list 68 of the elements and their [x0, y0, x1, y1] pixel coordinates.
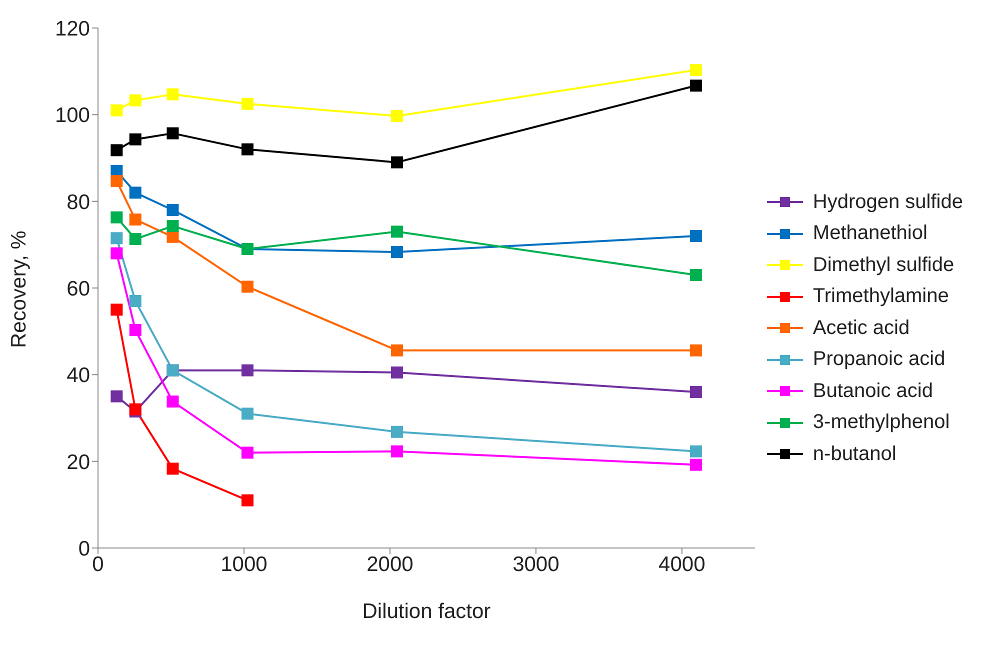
- point: [390, 110, 403, 122]
- point: [129, 186, 142, 199]
- point: [110, 174, 123, 187]
- legend-label: 3-methylphenol: [812, 411, 950, 434]
- x-axis-title: Dilution factor: [362, 600, 491, 623]
- point: [166, 204, 179, 216]
- point: [390, 156, 403, 168]
- point: [110, 211, 123, 224]
- point: [129, 94, 142, 106]
- point: [129, 233, 142, 246]
- y-tick-label: 100: [54, 104, 90, 128]
- point: [166, 220, 179, 232]
- x-tick-label: 3000: [512, 552, 560, 576]
- legend-label: Trimethylamine: [812, 285, 949, 308]
- legend-label: Acetic acid: [812, 316, 910, 340]
- point: [390, 246, 403, 258]
- point: [110, 232, 123, 244]
- point: [166, 127, 179, 140]
- point: [390, 445, 403, 458]
- point: [390, 344, 403, 356]
- point: [690, 386, 702, 398]
- y-axis-title: Recovery, %: [7, 230, 30, 348]
- point: [390, 366, 403, 378]
- point: [241, 143, 254, 156]
- point: [129, 403, 142, 416]
- y-tick-label: 20: [66, 450, 90, 474]
- point: [110, 304, 123, 316]
- point: [241, 446, 254, 459]
- point: [690, 445, 702, 458]
- legend-label: Methanethiol: [812, 222, 928, 245]
- point: [110, 144, 123, 156]
- point: [690, 64, 702, 76]
- point: [110, 104, 123, 116]
- point: [690, 344, 702, 356]
- point: [166, 230, 179, 243]
- point: [690, 230, 702, 242]
- x-tick-label: 4000: [658, 552, 706, 576]
- point: [166, 396, 179, 408]
- point: [690, 458, 702, 471]
- y-tick-label: 120: [54, 17, 90, 40]
- y-tick-label: 80: [66, 190, 90, 214]
- legend-label: Dimethyl sulfide: [812, 254, 954, 276]
- point: [241, 280, 254, 293]
- y-tick-label: 60: [66, 277, 90, 300]
- legend-label: n-butanol: [812, 442, 896, 466]
- legend-label: Hydrogen sulfide: [812, 190, 963, 214]
- point: [129, 133, 142, 146]
- point: [241, 364, 254, 376]
- point: [166, 462, 179, 475]
- point: [166, 88, 179, 100]
- y-tick-label: 40: [66, 364, 90, 388]
- point: [390, 426, 403, 438]
- x-tick-label: 1000: [220, 552, 268, 576]
- point: [129, 214, 142, 226]
- point: [129, 324, 142, 336]
- legend-label: Propanoic acid: [812, 348, 946, 371]
- point: [690, 269, 702, 281]
- point: [129, 295, 142, 307]
- point: [390, 226, 403, 238]
- point: [110, 390, 123, 402]
- point: [110, 247, 123, 260]
- point: [241, 98, 254, 110]
- legend-label: Butanoic acid: [812, 380, 933, 402]
- point: [241, 408, 254, 420]
- point: [690, 80, 702, 92]
- point: [241, 494, 254, 506]
- y-tick-label: 0: [78, 537, 90, 560]
- x-tick-label: 2000: [366, 552, 414, 576]
